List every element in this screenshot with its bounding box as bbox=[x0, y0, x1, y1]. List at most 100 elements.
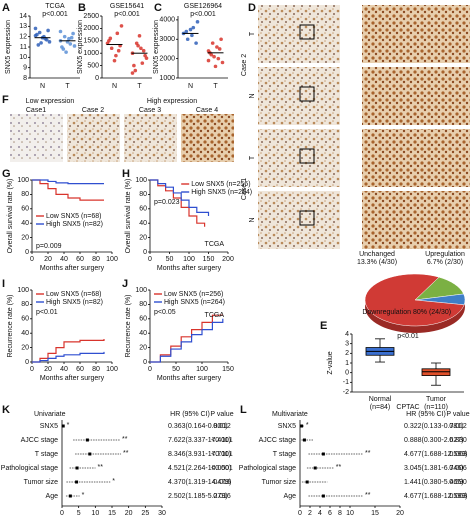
dot bbox=[130, 71, 135, 75]
x-axis-label: Months after surgery bbox=[157, 265, 222, 272]
dot bbox=[137, 34, 142, 38]
y-tick-label: 40 bbox=[139, 330, 147, 337]
survival-line bbox=[32, 179, 104, 185]
dot bbox=[114, 53, 118, 58]
dot bbox=[60, 45, 64, 49]
table-title: Univariate bbox=[34, 411, 66, 418]
row-label: Pathological stage bbox=[1, 465, 58, 472]
dot bbox=[116, 48, 121, 53]
dot bbox=[213, 64, 218, 69]
p-value: 0.012 bbox=[213, 423, 231, 430]
x-tick-label: 80 bbox=[92, 256, 100, 263]
y-tick-label: 8 bbox=[23, 75, 27, 82]
y-tick-label: 4000 bbox=[159, 17, 175, 24]
y-tick-label: 80 bbox=[21, 301, 29, 308]
y-axis-label: SNX5 expression bbox=[153, 20, 160, 74]
dot bbox=[220, 60, 225, 65]
panel-letter: B bbox=[78, 2, 86, 14]
panel-letter: A bbox=[2, 2, 10, 14]
x-tick-label: 10 bbox=[346, 510, 354, 517]
hr-label: 0.363(0.164-0.800) bbox=[168, 423, 228, 430]
y-tick-label: 0 bbox=[25, 359, 29, 366]
significance: ** bbox=[365, 450, 371, 457]
dot bbox=[72, 44, 77, 48]
dot bbox=[141, 48, 146, 53]
x-tick-label: 0 bbox=[148, 366, 152, 373]
annotation: p<0.01 bbox=[36, 309, 58, 316]
x-tick-label: 25 bbox=[141, 510, 149, 517]
dot bbox=[217, 47, 222, 51]
x-tick-label: T bbox=[65, 83, 70, 90]
x-tick-label: 0 bbox=[60, 510, 64, 517]
p-value: <0.001 bbox=[211, 451, 233, 458]
y-tick-label: 20 bbox=[21, 344, 29, 351]
p-value: 0.012 bbox=[449, 423, 467, 430]
x-tick-label: 8 bbox=[338, 510, 342, 517]
zoom-box bbox=[299, 210, 315, 226]
x-tick-label: Normal bbox=[369, 396, 392, 403]
x-tick-label: 30 bbox=[158, 510, 166, 517]
x-tick-label: 0 bbox=[148, 256, 152, 263]
y-axis-label: Recurrence rate (%) bbox=[7, 294, 14, 357]
significance: * bbox=[306, 422, 309, 429]
dot bbox=[71, 31, 75, 36]
y-axis-label: SNX5 expression bbox=[77, 20, 84, 74]
x-axis-label: Months after surgery bbox=[40, 375, 105, 382]
y-tick-label: 13 bbox=[19, 23, 27, 30]
dot bbox=[188, 27, 193, 32]
y-tick-label: 3 bbox=[345, 341, 349, 348]
legend-label: Low SNX5 (n=256) bbox=[164, 291, 223, 298]
dot bbox=[212, 54, 216, 59]
y-tick-label: 0 bbox=[95, 75, 99, 82]
x-tick-label: 100 bbox=[106, 256, 118, 263]
hr-point bbox=[75, 466, 79, 470]
y-axis-label: SNX5 expression bbox=[5, 20, 12, 74]
x-tick-label: T bbox=[213, 83, 218, 90]
x-tick-label: 80 bbox=[92, 366, 100, 373]
y-tick-label: 80 bbox=[21, 191, 29, 198]
x-tick-label: 40 bbox=[60, 366, 68, 373]
y-tick-label: 100 bbox=[135, 177, 147, 184]
panel-letter: E bbox=[320, 320, 327, 332]
dot bbox=[33, 26, 38, 31]
x-tick-label: 4 bbox=[318, 510, 322, 517]
y-tick-label: 100 bbox=[17, 287, 29, 294]
row-label: Age bbox=[284, 493, 297, 500]
dot bbox=[68, 42, 73, 46]
group-label: Low expression bbox=[26, 98, 75, 105]
row-label: AJCC stage bbox=[259, 437, 296, 444]
y-tick-label: 60 bbox=[139, 316, 147, 323]
x-tick-label: 60 bbox=[76, 256, 84, 263]
p-value: 0.006 bbox=[449, 465, 467, 472]
row-label: Age bbox=[46, 493, 59, 500]
table-title: Multivariate bbox=[272, 411, 308, 418]
y-axis-label: Recurrence rate (%) bbox=[125, 294, 132, 357]
tissue-image bbox=[67, 114, 120, 162]
panel-letter: I bbox=[2, 278, 5, 290]
hr-label: 4.677(1.688-12.599) bbox=[404, 451, 467, 458]
legend-label: High SNX5 (n=264) bbox=[191, 189, 252, 196]
panel-letter: C bbox=[154, 2, 162, 14]
dot bbox=[58, 29, 63, 34]
panel-letter: H bbox=[122, 168, 130, 180]
hr-point bbox=[75, 480, 79, 484]
significance: ** bbox=[122, 436, 128, 443]
panel-letter: G bbox=[2, 168, 11, 180]
x-tick-label: 20 bbox=[44, 366, 52, 373]
significance: ** bbox=[123, 450, 129, 457]
y-tick-label: 2 bbox=[345, 350, 349, 357]
dot bbox=[139, 46, 143, 51]
x-tick-label: 0 bbox=[30, 256, 34, 263]
y-tick-label: 40 bbox=[139, 220, 147, 227]
case-label: Case 4 bbox=[196, 107, 218, 114]
annotation: p<0.001 bbox=[114, 11, 140, 18]
dot bbox=[62, 34, 67, 39]
x-tick-label: 200 bbox=[222, 256, 234, 263]
annotation: p=0.023 bbox=[154, 199, 180, 206]
slice-value: 80% (24/30) bbox=[413, 309, 451, 316]
dot bbox=[190, 33, 194, 38]
panel-letter: D bbox=[248, 2, 256, 14]
dot bbox=[194, 41, 198, 45]
y-tick-label: 10 bbox=[19, 54, 27, 61]
ihc-panel-f: F Low expression High expression Case1 C… bbox=[2, 94, 234, 162]
